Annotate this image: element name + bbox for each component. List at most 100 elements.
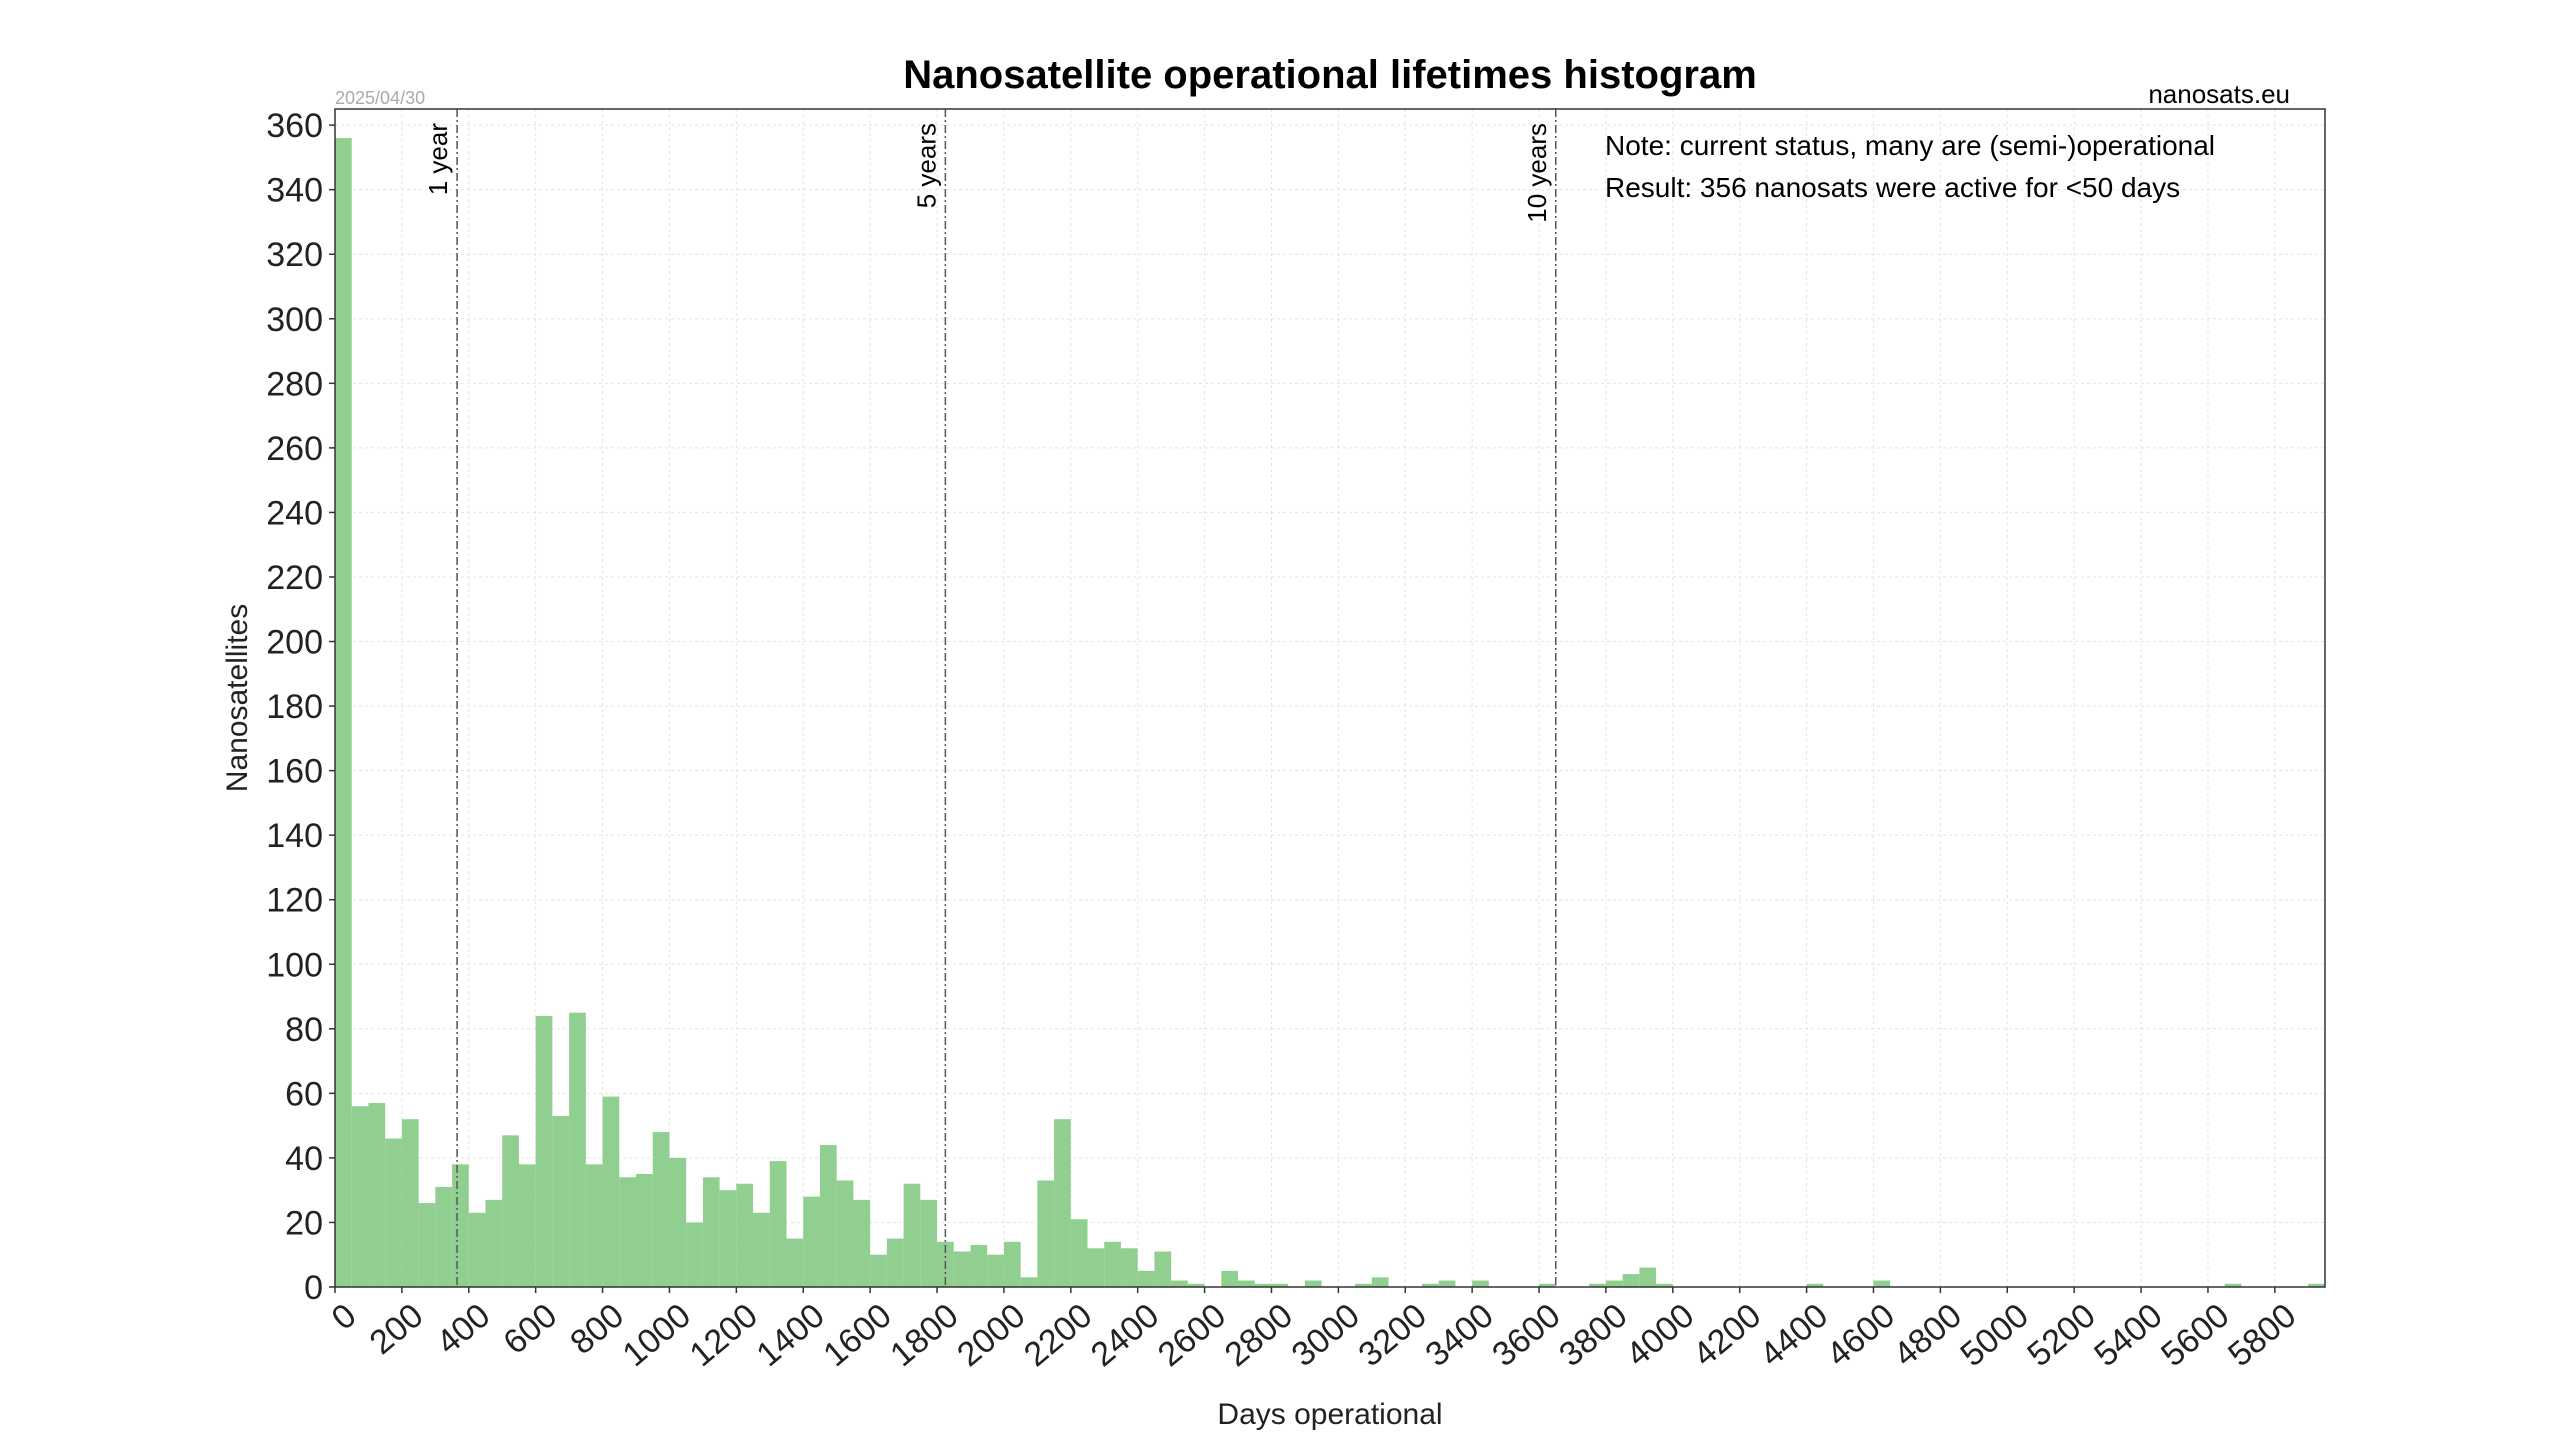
- y-axis-ticks: 0 20 40 60 80 100 120 140 160 180 200 220 240 260 280 3…: [266, 107, 335, 1307]
- histogram-bar: [1605, 1280, 1623, 1287]
- y-tick-label: 40: [285, 1140, 323, 1178]
- histogram-bar: [1037, 1180, 1055, 1287]
- histogram-bar: [886, 1238, 904, 1287]
- y-tick-label: 360: [266, 107, 323, 145]
- histogram-bar: [418, 1203, 436, 1287]
- histogram-bar: [686, 1222, 703, 1287]
- reference-line-label: 1 year: [423, 123, 453, 196]
- histogram-bar: [953, 1251, 971, 1287]
- histogram-bar: [819, 1144, 837, 1287]
- histogram-bar: [1070, 1219, 1088, 1287]
- histogram-bar: [1438, 1280, 1456, 1287]
- histogram-bar: [2308, 1283, 2325, 1287]
- histogram-bar: [920, 1199, 938, 1287]
- histogram-bar: [452, 1164, 469, 1287]
- histogram-bar: [435, 1186, 453, 1287]
- histogram-bar: [1003, 1241, 1021, 1287]
- histogram-bar: [853, 1199, 871, 1287]
- histogram-bar: [385, 1138, 402, 1287]
- y-tick-label: 80: [285, 1011, 323, 1049]
- histogram-bar: [1656, 1283, 1673, 1287]
- histogram-bar: [619, 1177, 637, 1287]
- histogram-bar: [401, 1119, 419, 1287]
- plot-frame: [334, 108, 2326, 1288]
- histogram-bar: [719, 1190, 737, 1287]
- histogram-bar: [1472, 1280, 1489, 1287]
- y-tick-label: 260: [266, 430, 323, 468]
- y-tick-label: 340: [266, 172, 323, 210]
- histogram-bar: [585, 1164, 603, 1287]
- histogram-bar: [1371, 1277, 1389, 1287]
- histogram-bar: [753, 1212, 770, 1287]
- histogram-bar: [1020, 1277, 1038, 1287]
- histogram-bar: [636, 1174, 653, 1287]
- histogram-bar: [1087, 1248, 1105, 1287]
- histogram-bar: [1873, 1280, 1891, 1287]
- histogram-bar: [518, 1164, 536, 1287]
- site-label: nanosats.eu: [2148, 79, 2290, 109]
- annotation-text: Note: current status, many are (semi-)op…: [1605, 130, 2215, 161]
- y-tick-label: 200: [266, 624, 323, 662]
- histogram-bar: [1355, 1283, 1372, 1287]
- y-tick-label: 100: [266, 946, 323, 984]
- y-tick-label: 320: [266, 236, 323, 274]
- y-tick-label: 180: [266, 688, 323, 726]
- histogram-bar: [335, 138, 352, 1287]
- histogram-bar: [1238, 1280, 1255, 1287]
- histogram-bar: [652, 1132, 670, 1287]
- histogram-bar: [1054, 1119, 1071, 1287]
- y-axis-label: Nanosatellites: [221, 604, 254, 792]
- histogram-bar: [870, 1254, 887, 1287]
- histogram-bar: [602, 1096, 620, 1287]
- histogram-bar: [1104, 1241, 1121, 1287]
- reference-line-label: 5 years: [911, 123, 941, 208]
- annotations: Note: current status, many are (semi-)op…: [1605, 130, 2215, 203]
- y-tick-label: 300: [266, 301, 323, 339]
- histogram-bar: [1254, 1283, 1272, 1287]
- histogram-bar: [1639, 1267, 1657, 1287]
- histogram-bar: [2224, 1283, 2242, 1287]
- histogram-bar: [803, 1196, 820, 1287]
- histogram-bar: [535, 1015, 553, 1287]
- histogram-bar: [1304, 1280, 1322, 1287]
- annotation-text: Result: 356 nanosats were active for <50…: [1605, 172, 2180, 203]
- histogram-bar: [970, 1245, 988, 1287]
- y-tick-label: 120: [266, 882, 323, 920]
- y-tick-label: 280: [266, 365, 323, 403]
- histogram-bar: [903, 1183, 921, 1287]
- grid: [334, 109, 2325, 1288]
- histogram-bar: [1120, 1248, 1138, 1287]
- histogram-bar: [1806, 1283, 1824, 1287]
- histogram-bar: [987, 1254, 1004, 1287]
- histogram-bar: [702, 1177, 720, 1287]
- histogram-bar: [1221, 1270, 1239, 1287]
- x-axis-label: Days operational: [1217, 1398, 1442, 1431]
- histogram-bar: [552, 1115, 570, 1287]
- histogram-bar: [1137, 1270, 1155, 1287]
- histogram-bar: [1421, 1283, 1439, 1287]
- histogram-bar: [468, 1212, 486, 1287]
- reference-line-label: 10 years: [1522, 123, 1552, 223]
- histogram-bar: [1271, 1283, 1289, 1287]
- y-tick-label: 220: [266, 559, 323, 597]
- histogram-bar: [736, 1183, 754, 1287]
- date-stamp: 2025/04/30: [335, 88, 425, 108]
- histogram-bar: [485, 1199, 503, 1287]
- histogram-bar: [786, 1238, 804, 1287]
- histogram-bar: [1171, 1280, 1188, 1287]
- histogram-bar: [1187, 1283, 1205, 1287]
- histogram-bar: [836, 1180, 854, 1287]
- y-tick-label: 0: [304, 1269, 323, 1307]
- y-tick-label: 160: [266, 753, 323, 791]
- reference-lines: 1 year 5 years 10 years: [423, 109, 1557, 1287]
- histogram-bar: [351, 1106, 369, 1287]
- histogram-bar: [1154, 1251, 1172, 1287]
- y-tick-label: 140: [266, 817, 323, 855]
- histogram-bar: [569, 1012, 586, 1287]
- histogram-bar: [368, 1103, 386, 1287]
- y-tick-label: 20: [285, 1204, 323, 1242]
- histogram-bar: [502, 1135, 519, 1287]
- bars: [335, 138, 2325, 1287]
